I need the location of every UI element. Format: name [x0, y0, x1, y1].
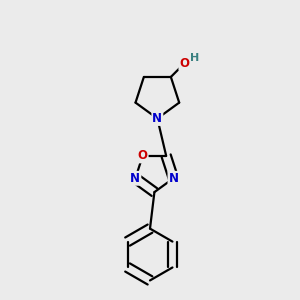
Text: N: N — [169, 172, 178, 185]
Text: H: H — [190, 53, 199, 63]
Text: N: N — [130, 172, 140, 185]
Text: O: O — [138, 149, 148, 162]
Text: N: N — [152, 112, 162, 125]
Text: O: O — [179, 57, 189, 70]
